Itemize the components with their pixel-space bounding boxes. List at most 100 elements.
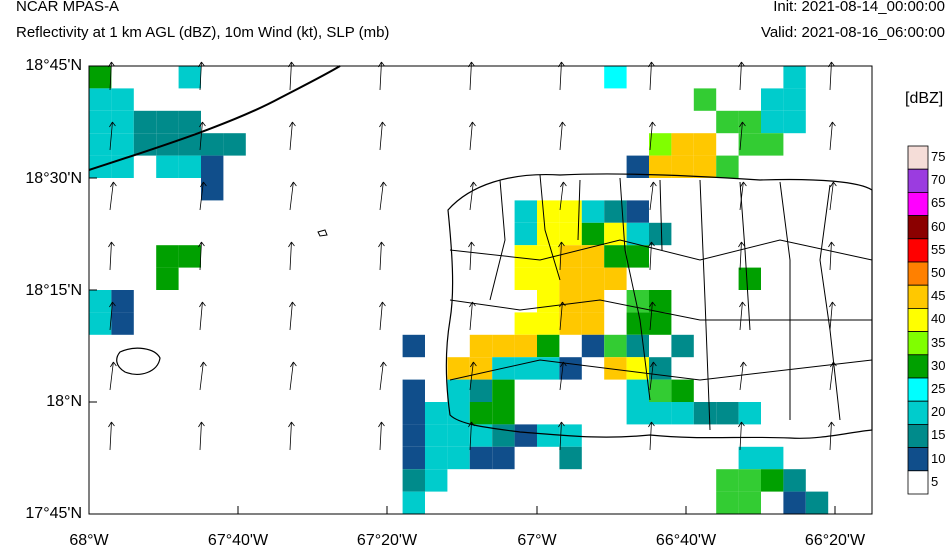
reflectivity-cell <box>178 110 201 134</box>
wind-arrow <box>108 421 115 451</box>
reflectivity-cell <box>649 312 672 335</box>
wind-arrow <box>648 421 655 451</box>
lon-label-5: 66°40'W <box>655 532 717 549</box>
reflectivity-cell <box>649 379 672 402</box>
reflectivity-cell <box>402 446 425 470</box>
reflectivity-cell <box>201 155 224 178</box>
reflectivity-cell <box>89 133 112 156</box>
colorbar-box <box>907 470 929 495</box>
wind-arrow <box>649 301 656 331</box>
reflectivity-cell <box>402 402 425 425</box>
reflectivity-cell <box>469 446 493 470</box>
wind-arrow <box>559 121 566 151</box>
wind-arrow <box>738 421 745 451</box>
wind-vectors <box>108 61 837 451</box>
colorbar-box <box>907 284 929 309</box>
colorbar-label: 30 <box>931 357 946 373</box>
reflectivity-cell <box>514 200 537 223</box>
reflectivity-cell <box>581 267 605 290</box>
reflectivity-cell <box>514 245 537 268</box>
colorbar-box <box>907 238 929 263</box>
lat-label-2: 18°30'N <box>25 170 82 187</box>
wind-arrow <box>379 121 386 151</box>
wind-arrow <box>199 121 206 151</box>
model-title: NCAR MPAS-A <box>16 0 120 15</box>
reflectivity-cell <box>783 491 806 514</box>
reflectivity-cell <box>156 110 179 134</box>
reflectivity-cell <box>469 424 493 447</box>
colorbar-box <box>907 168 929 193</box>
reflectivity-cell <box>89 290 112 313</box>
wind-arrow <box>828 241 835 271</box>
reflectivity-cell <box>649 133 672 156</box>
reflectivity-cell <box>178 155 201 178</box>
reflectivity-cell <box>156 155 179 178</box>
reflectivity-cell <box>559 446 582 470</box>
wind-arrow <box>108 241 115 271</box>
wind-arrow <box>739 361 747 391</box>
colorbar-label: 70 <box>931 172 946 188</box>
reflectivity-cell <box>447 379 470 402</box>
wind-arrow <box>198 241 205 271</box>
reflectivity-cell <box>783 110 806 134</box>
wind-arrow <box>289 301 296 331</box>
wind-arrow <box>379 361 387 391</box>
wind-arrow <box>468 241 475 271</box>
reflectivity-cell <box>716 491 739 514</box>
lon-label-1: 68°W <box>69 532 109 549</box>
reflectivity-cell <box>201 133 224 156</box>
reflectivity-cell <box>469 357 493 380</box>
colorbar-boxes <box>907 145 929 495</box>
desecheo-island <box>317 229 328 237</box>
reflectivity-cell <box>693 133 717 156</box>
reflectivity-cell <box>626 334 649 358</box>
reflectivity-cell <box>626 312 649 335</box>
reflectivity-cell <box>604 66 627 89</box>
init-time: Init: 2021-08-14_00:00:00 <box>773 0 945 15</box>
reflectivity-cell <box>492 424 515 447</box>
colorbar-title: [dBZ] <box>905 90 944 107</box>
reflectivity-cell <box>111 110 134 134</box>
reflectivity-cell <box>133 110 157 134</box>
reflectivity-cell <box>716 110 739 134</box>
valid-time: Valid: 2021-08-16_06:00:00 <box>760 24 945 41</box>
colorbar-box <box>907 447 929 472</box>
reflectivity-cell <box>402 469 425 492</box>
lon-label-4: 67°W <box>517 532 557 549</box>
reflectivity-cell <box>537 357 560 380</box>
wind-arrow <box>469 361 477 391</box>
colorbar-label: 45 <box>931 288 946 304</box>
colorbar-box <box>907 400 929 425</box>
wind-arrow <box>649 181 657 211</box>
reflectivity-cell <box>626 155 649 178</box>
reflectivity-cell <box>738 491 761 514</box>
reflectivity-cell <box>469 334 493 358</box>
wind-arrow <box>199 181 207 211</box>
colorbar-box <box>907 215 929 240</box>
reflectivity-cell <box>89 88 112 111</box>
reflectivity-cell <box>783 88 806 111</box>
reflectivity-cell <box>89 110 112 134</box>
wind-arrow <box>109 121 116 151</box>
lat-label-3: 18°15'N <box>25 282 82 299</box>
reflectivity-cell <box>537 334 560 358</box>
reflectivity-cell <box>178 245 201 268</box>
reflectivity-cell <box>492 446 515 470</box>
reflectivity-cell <box>604 267 627 290</box>
reflectivity-cell <box>402 379 425 402</box>
colorbar-label: 60 <box>931 218 946 234</box>
colorbar-label: 15 <box>931 427 946 443</box>
reflectivity-cell <box>559 312 582 335</box>
reflectivity-cell <box>537 267 560 290</box>
lon-label-2: 67°40'W <box>207 532 269 549</box>
reflectivity-cell <box>425 446 448 470</box>
reflectivity-cell <box>402 334 425 358</box>
wind-arrow <box>289 121 296 151</box>
reflectivity-cell <box>761 110 784 134</box>
reflectivity-cell <box>649 222 672 246</box>
reflectivity-cell <box>738 267 761 290</box>
reflectivity-cell <box>693 402 717 425</box>
reflectivity-cell <box>559 267 582 290</box>
reflectivity-cell <box>738 110 761 134</box>
